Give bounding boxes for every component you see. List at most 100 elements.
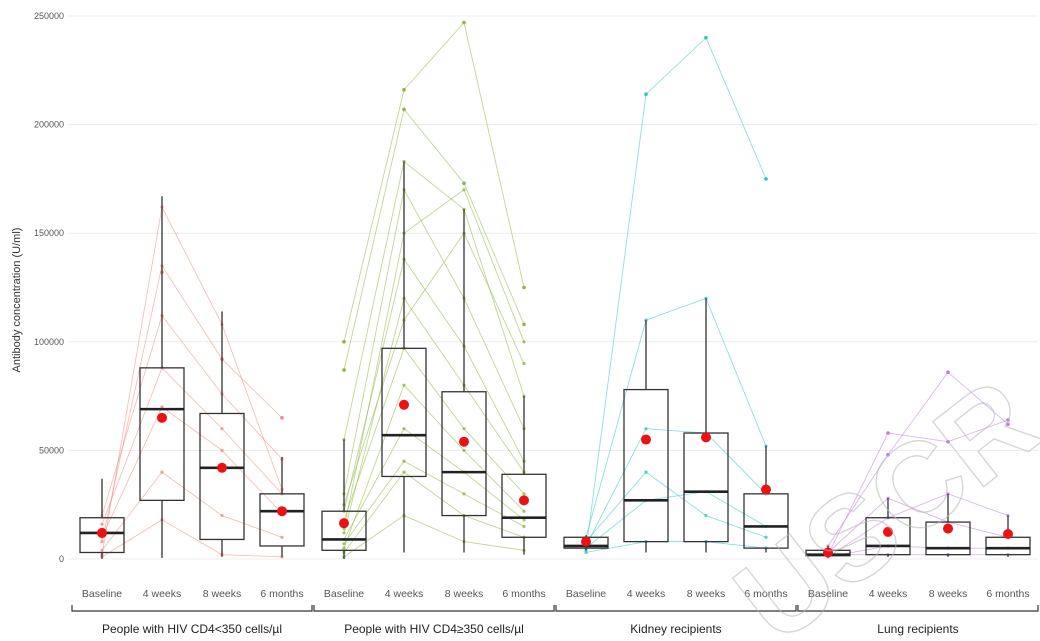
subject-line	[343, 188, 525, 494]
subject-point	[522, 340, 526, 344]
subject-point	[402, 427, 406, 431]
x-axis-ticks: Baseline 4 weeks 8 weeks 6 months Baseline 4 …	[82, 588, 1030, 600]
subject-point	[522, 509, 526, 513]
box-iqr	[199, 412, 245, 541]
x-tick-label: 4 weeks	[627, 588, 666, 600]
outlier-point	[522, 322, 526, 327]
y-tick-label: 0	[59, 554, 64, 564]
subject-point	[522, 524, 526, 529]
outlier-point	[280, 416, 284, 420]
box-iqr	[259, 493, 305, 547]
subject-line	[585, 471, 767, 542]
subject-line	[585, 491, 767, 549]
subject-point	[462, 188, 466, 192]
group-label: People with HIV CD4<350 cells/µl	[102, 622, 282, 636]
subject-line	[101, 519, 283, 558]
outlier-point	[644, 92, 648, 96]
outlier-point	[704, 35, 708, 40]
x-tick-label: Baseline	[566, 588, 606, 600]
mean-marker	[1003, 529, 1013, 540]
outlier-point	[886, 431, 890, 435]
mean-marker	[399, 399, 409, 410]
mean-marker	[217, 462, 227, 473]
subject-point	[522, 492, 526, 496]
subject-line	[343, 515, 525, 558]
x-tick-label: 4 weeks	[385, 588, 424, 600]
x-tick-label: 4 weeks	[869, 588, 908, 600]
subject-line	[343, 460, 525, 545]
outlier-point	[1006, 418, 1010, 422]
subject-line	[585, 297, 767, 538]
subject-point	[160, 470, 164, 474]
y-axis-label: Antibody concentration (U/ml)	[11, 228, 23, 373]
mean-marker	[157, 412, 167, 423]
outlier-point	[342, 368, 346, 372]
y-tick-label: 250000	[34, 11, 64, 21]
subject-point	[462, 207, 466, 211]
subject-line	[101, 406, 283, 538]
mean-marker	[277, 506, 287, 517]
subject-point	[280, 535, 284, 539]
subject-line	[101, 264, 283, 542]
x-tick-label: Baseline	[82, 588, 122, 600]
outlier-point	[402, 107, 406, 112]
x-tick-label: 6 months	[260, 588, 303, 600]
mean-marker	[883, 526, 893, 537]
subject-line	[585, 428, 767, 547]
outlier-point	[946, 370, 950, 375]
outlier-point	[886, 452, 890, 457]
group-brackets: People with HIV CD4<350 cells/µl People w…	[71, 605, 1039, 636]
subject-line	[827, 371, 1009, 547]
subject-line	[101, 314, 283, 516]
mean-marker	[519, 495, 529, 506]
mean-marker	[761, 484, 771, 495]
group-bracket	[313, 605, 555, 612]
subject-point	[342, 542, 346, 546]
group-label: Lung recipients	[877, 622, 958, 636]
x-tick-label: 8 weeks	[687, 588, 726, 600]
subject-line	[343, 347, 525, 521]
x-tick-label: 8 weeks	[929, 588, 968, 600]
mean-marker	[943, 523, 953, 534]
box-iqr	[985, 536, 1031, 556]
subject-line	[343, 108, 525, 371]
subject-line	[101, 205, 283, 555]
mean-marker	[823, 547, 833, 558]
y-tick-label: 50000	[39, 445, 64, 455]
subject-point	[462, 492, 466, 496]
box-iqr	[501, 473, 547, 538]
subject-trajectories	[100, 20, 1010, 559]
mean-marker	[641, 434, 651, 445]
mean-marker	[701, 432, 711, 443]
subject-point	[220, 448, 224, 452]
x-tick-label: 4 weeks	[143, 588, 182, 600]
x-tick-label: 8 weeks	[445, 588, 484, 600]
gridlines	[68, 15, 1038, 560]
x-tick-label: 6 months	[744, 588, 787, 600]
subject-line	[343, 384, 525, 549]
group-label: People with HIV CD4≥350 cells/µl	[344, 622, 524, 636]
box-iqr	[381, 347, 427, 478]
x-tick-label: 6 months	[986, 588, 1029, 600]
group-bracket	[71, 605, 313, 612]
subject-point	[704, 513, 708, 518]
box-iqr	[623, 388, 669, 543]
mean-markers	[97, 399, 1013, 558]
subject-line	[585, 541, 767, 553]
subject-point	[522, 518, 526, 522]
y-tick-label: 100000	[34, 337, 64, 347]
group-bracket	[555, 605, 797, 612]
group-bracket	[797, 605, 1039, 612]
subject-line	[343, 258, 525, 512]
subject-line	[343, 297, 525, 534]
subject-point	[462, 427, 466, 431]
subject-point	[220, 513, 224, 518]
subject-line	[827, 545, 1008, 558]
subject-line	[827, 497, 1009, 553]
outlier-point	[342, 340, 346, 344]
outlier-point	[462, 181, 466, 186]
subject-line	[101, 367, 283, 525]
box-iqr	[321, 510, 367, 551]
subject-line	[343, 189, 525, 529]
mean-marker	[339, 518, 349, 529]
